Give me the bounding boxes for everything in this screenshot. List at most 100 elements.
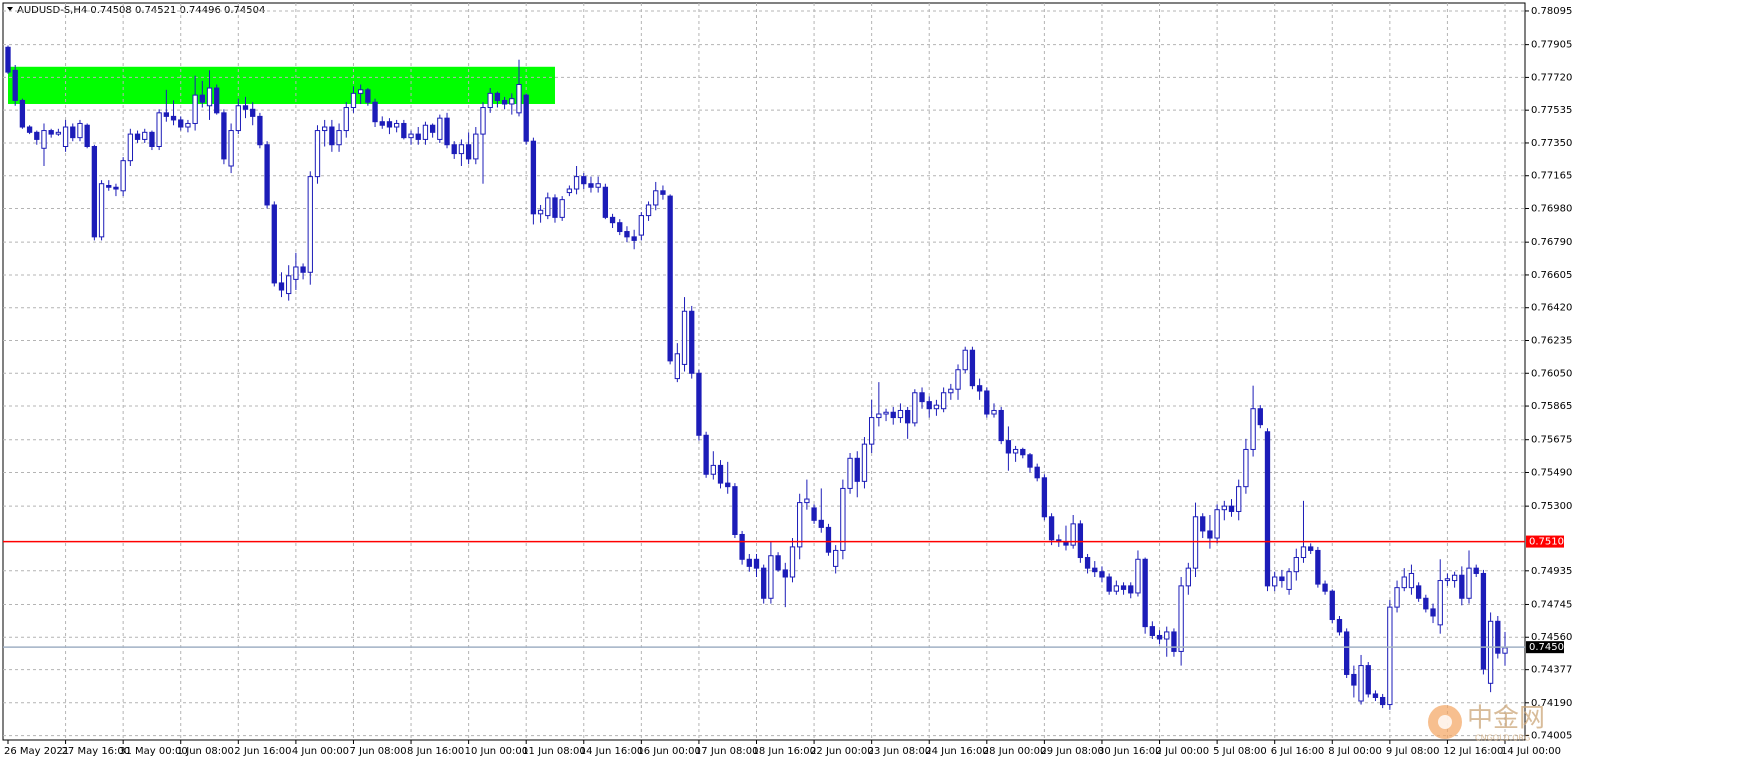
candle-body — [1005, 440, 1012, 454]
candle-body — [1315, 549, 1321, 585]
y-tick-label: 0.76420 — [1531, 303, 1572, 314]
candle-body — [1300, 546, 1307, 559]
candle-body — [127, 133, 134, 162]
candle-body — [703, 434, 709, 475]
candle-body — [523, 94, 529, 142]
candle-body — [365, 89, 371, 103]
candle-body — [408, 133, 414, 139]
y-tick-label: 0.77165 — [1531, 171, 1572, 182]
candle-body — [516, 83, 522, 114]
candle-body — [552, 197, 558, 218]
candle-body — [113, 186, 119, 190]
candle-body — [1142, 558, 1148, 628]
candle-body — [386, 121, 393, 128]
candle-body — [746, 558, 752, 567]
candle-body — [501, 99, 508, 105]
candle-body — [861, 443, 868, 482]
candle-body — [1272, 576, 1278, 587]
candle-body — [1293, 557, 1299, 573]
candle-body — [350, 92, 357, 109]
candle-body — [134, 133, 141, 140]
candle-body — [1243, 448, 1249, 488]
candle-body — [437, 117, 443, 140]
candle-body — [1459, 574, 1465, 599]
candle-body — [1027, 454, 1033, 468]
y-tick-label: 0.77350 — [1531, 138, 1572, 149]
candle-body — [775, 555, 781, 571]
candle-body — [343, 107, 349, 132]
candle-body — [581, 176, 587, 185]
candle-body — [725, 482, 731, 488]
candle-body — [674, 353, 680, 380]
candle-body — [1178, 585, 1184, 652]
x-tick-label: 8 Jun 16:00 — [407, 746, 464, 757]
candle-body — [1336, 619, 1343, 633]
candle-body — [458, 144, 465, 155]
candle-body — [494, 92, 501, 101]
candle-body — [5, 46, 11, 73]
y-tick-label: 0.75675 — [1531, 435, 1572, 446]
candle-body — [1041, 477, 1048, 518]
candle-body — [480, 107, 486, 135]
candle-body — [214, 87, 220, 114]
candle-body — [26, 126, 33, 133]
candle-body — [537, 209, 544, 215]
x-tick-label: 30 Jun 16:00 — [1098, 746, 1162, 757]
candle-body — [293, 266, 299, 280]
candle-body — [602, 186, 609, 218]
x-tick-label: 28 Jun 00:00 — [983, 746, 1047, 757]
candle-body — [1408, 572, 1415, 589]
candle-body — [998, 409, 1004, 442]
candle-body — [732, 486, 738, 535]
candle-body — [192, 94, 198, 124]
candle-body — [1487, 620, 1494, 684]
candle-body — [1451, 574, 1458, 582]
candle-body — [1171, 631, 1177, 652]
candle-body — [1480, 572, 1487, 670]
candle-body — [170, 115, 177, 121]
candle-body — [84, 124, 90, 148]
y-tick-label: 0.75300 — [1531, 501, 1572, 512]
candle-body — [804, 498, 810, 504]
candle-body — [609, 216, 616, 224]
candle-body — [969, 349, 976, 387]
candle-body — [933, 404, 940, 410]
x-tick-label: 12 Jul 16:00 — [1443, 746, 1503, 757]
candle-body — [278, 282, 285, 291]
candle-body — [41, 130, 47, 149]
candle-body — [753, 558, 760, 569]
candle-body — [1128, 585, 1134, 594]
candle-body — [595, 183, 601, 188]
x-tick-label: 24 Jun 16:00 — [925, 746, 989, 757]
candle-body — [1495, 620, 1501, 654]
price-label-box — [1526, 641, 1564, 654]
candle-body — [415, 133, 421, 140]
y-tick-label: 0.74745 — [1531, 599, 1572, 610]
candle-body — [1185, 567, 1191, 587]
candle-body — [393, 122, 400, 128]
x-tick-label: 14 Jun 16:00 — [580, 746, 644, 757]
candle-body — [919, 392, 925, 403]
candle-body — [91, 146, 98, 238]
y-tick-label: 0.74935 — [1531, 566, 1572, 577]
candle-body — [329, 126, 335, 146]
watermark: 中金网 — [1467, 704, 1545, 734]
candle-body — [228, 130, 234, 167]
x-tick-label: 23 Jun 08:00 — [868, 746, 932, 757]
x-tick-label: 11 Jun 08:00 — [522, 746, 586, 757]
candle-body — [286, 275, 292, 295]
candle-body — [962, 349, 968, 371]
candle-body — [149, 131, 155, 148]
candle-body — [573, 176, 580, 190]
candle-body — [617, 222, 623, 233]
candle-body — [991, 409, 997, 415]
candle-body — [559, 199, 565, 218]
y-tick-label: 0.75490 — [1531, 467, 1572, 478]
candle-body — [156, 112, 162, 148]
candle-body — [1387, 606, 1393, 706]
candle-body — [1466, 567, 1472, 599]
candle-body — [976, 385, 983, 392]
candle-body — [912, 392, 918, 424]
candle-body — [1214, 509, 1220, 539]
candle-body — [1149, 626, 1156, 636]
